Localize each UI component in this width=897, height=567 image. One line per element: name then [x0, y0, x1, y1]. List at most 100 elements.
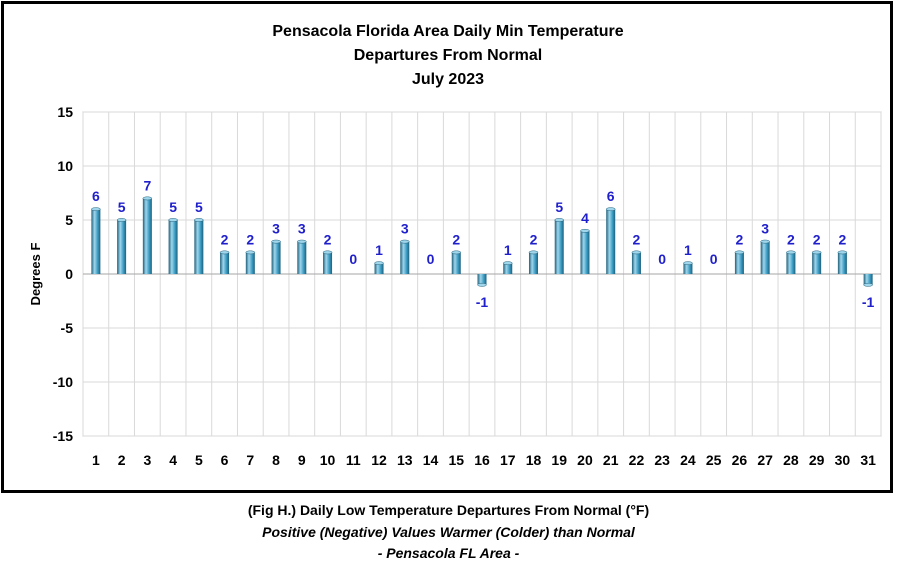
data-label: 6 — [607, 188, 615, 204]
bar — [400, 241, 410, 274]
x-tick-label: 24 — [680, 452, 696, 468]
data-label: 1 — [684, 242, 692, 258]
bar-cap — [297, 239, 307, 244]
data-label: 5 — [169, 199, 177, 215]
bar-cap — [219, 250, 230, 255]
y-tick-label: 0 — [65, 266, 73, 282]
bar-cap — [194, 218, 204, 222]
data-label: 2 — [324, 231, 332, 247]
bar-cap — [760, 239, 770, 244]
x-tick-label: 28 — [783, 452, 799, 468]
x-tick-label: 1 — [92, 452, 100, 468]
bar — [812, 252, 822, 274]
data-label: 5 — [555, 199, 563, 215]
x-tick-label: 10 — [320, 452, 336, 468]
bar — [220, 252, 230, 274]
x-tick-label: 17 — [500, 452, 516, 468]
bar-cap — [554, 218, 564, 222]
x-tick-label: 5 — [195, 452, 203, 468]
x-tick-label: 7 — [246, 452, 254, 468]
x-tick-label: 12 — [371, 452, 387, 468]
data-label: 2 — [787, 231, 795, 247]
data-label: 1 — [375, 242, 383, 258]
x-tick-label: 27 — [757, 452, 773, 468]
x-tick-label: 13 — [397, 452, 413, 468]
data-label: 0 — [710, 251, 718, 267]
bar — [374, 263, 384, 274]
data-label: 6 — [92, 188, 100, 204]
x-tick-label: 25 — [706, 452, 722, 468]
bar-cap — [322, 250, 333, 255]
x-tick-label: 8 — [272, 452, 280, 468]
x-tick-label: 14 — [423, 452, 439, 468]
bar — [580, 230, 590, 274]
x-tick-label: 30 — [835, 452, 851, 468]
bar — [606, 209, 616, 274]
y-tick-label: 5 — [65, 212, 73, 228]
bar-cap — [734, 250, 745, 255]
bar — [271, 241, 281, 274]
chart-title-line-3: July 2023 — [412, 71, 484, 88]
bar — [786, 252, 796, 274]
bar-cap — [837, 250, 848, 255]
bar-cap — [863, 282, 873, 287]
bar-cap — [142, 196, 153, 201]
y-tick-label: 10 — [57, 158, 73, 174]
data-label: 5 — [118, 199, 126, 215]
x-tick-label: 31 — [860, 452, 876, 468]
data-label: 3 — [401, 221, 409, 237]
bar — [837, 252, 847, 274]
chart-frame: Pensacola Florida Area Daily Min Tempera… — [1, 1, 893, 493]
bar — [194, 220, 204, 274]
data-label: 2 — [246, 231, 254, 247]
data-label: 7 — [143, 177, 151, 193]
data-label: 4 — [581, 210, 589, 226]
bar — [142, 198, 152, 274]
bar — [245, 252, 255, 274]
bar — [683, 263, 693, 274]
data-label: 2 — [452, 231, 460, 247]
bar-cap — [374, 261, 384, 266]
x-tick-label: 6 — [221, 452, 229, 468]
data-label: 2 — [813, 231, 821, 247]
x-tick-label: 20 — [577, 452, 593, 468]
x-tick-label: 29 — [809, 452, 825, 468]
bar-cap — [477, 282, 487, 287]
bar-cap — [528, 250, 539, 255]
bar — [863, 274, 873, 285]
data-label: 2 — [736, 231, 744, 247]
chart-title-line-1: Pensacola Florida Area Daily Min Tempera… — [272, 23, 623, 40]
x-tick-label: 2 — [118, 452, 126, 468]
caption-line-3: - Pensacola FL Area - — [377, 545, 520, 561]
bar — [503, 263, 513, 274]
bar-cap — [271, 239, 281, 244]
bar — [734, 252, 744, 274]
bar-cap — [168, 218, 178, 222]
x-tick-label: 15 — [448, 452, 464, 468]
caption-line-1: (Fig H.) Daily Low Temperature Departure… — [247, 502, 650, 518]
x-tick-label: 19 — [551, 452, 567, 468]
x-tick-label: 9 — [298, 452, 306, 468]
bar — [760, 241, 770, 274]
bar — [631, 252, 641, 274]
x-tick-label: 26 — [732, 452, 748, 468]
y-tick-label: -5 — [61, 320, 74, 336]
bar-cap — [683, 261, 693, 266]
data-label: 3 — [761, 221, 769, 237]
bar-cap — [811, 250, 822, 255]
x-tick-label: 16 — [474, 452, 490, 468]
bar-cap — [91, 207, 101, 212]
bar — [528, 252, 538, 274]
bar — [323, 252, 333, 274]
bar-cap — [116, 218, 127, 222]
bar-cap — [245, 250, 256, 255]
bar — [554, 220, 564, 274]
data-label: 0 — [658, 251, 666, 267]
data-label: 0 — [427, 251, 435, 267]
data-label: 3 — [272, 221, 280, 237]
data-label: 0 — [349, 251, 357, 267]
bar-cap — [451, 250, 462, 255]
bar-cap — [786, 250, 796, 255]
x-tick-label: 21 — [603, 452, 619, 468]
chart-title-line-2: Departures From Normal — [354, 47, 543, 64]
